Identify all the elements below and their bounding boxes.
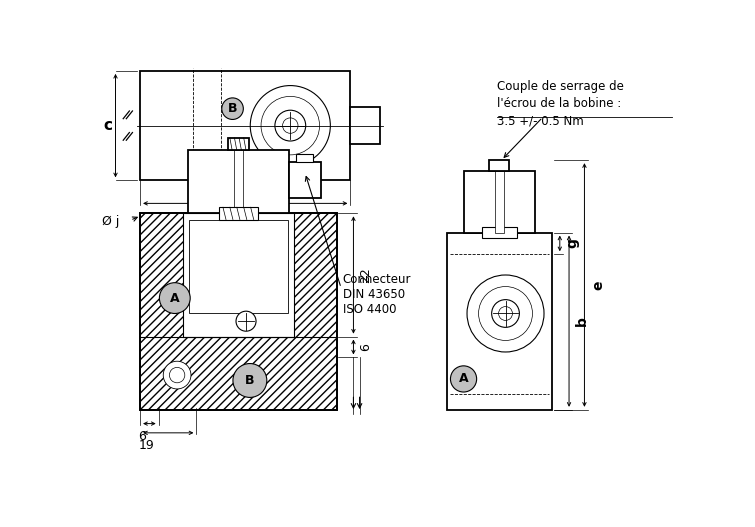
Circle shape: [222, 98, 243, 120]
Text: A: A: [170, 291, 180, 305]
Text: A: A: [459, 373, 468, 385]
Bar: [288, 162, 321, 198]
Circle shape: [233, 364, 267, 397]
Text: e: e: [591, 280, 606, 290]
Bar: [447, 232, 552, 409]
Circle shape: [451, 366, 476, 392]
Circle shape: [479, 287, 532, 340]
Bar: [219, 207, 257, 220]
Bar: [140, 71, 350, 180]
Text: g: g: [565, 239, 579, 248]
Bar: [482, 227, 517, 238]
Text: Couple de serrage de
l'écrou de la bobine :
3.5 +/- 0.5 Nm: Couple de serrage de l'écrou de la bobin…: [497, 80, 624, 127]
Text: c: c: [103, 118, 112, 133]
Text: a: a: [241, 182, 250, 197]
Text: Ø j: Ø j: [103, 214, 120, 228]
Circle shape: [498, 307, 513, 320]
Circle shape: [492, 300, 519, 327]
Bar: [495, 171, 504, 232]
Bar: [140, 213, 337, 409]
Bar: [227, 138, 249, 150]
Text: b: b: [575, 316, 589, 326]
Text: B: B: [228, 102, 237, 115]
Text: 22: 22: [359, 267, 373, 283]
Text: B: B: [245, 374, 254, 387]
Bar: [297, 154, 313, 162]
Bar: [183, 213, 294, 337]
Text: 6: 6: [139, 430, 146, 443]
Text: 19: 19: [139, 439, 154, 452]
Circle shape: [159, 282, 190, 314]
Circle shape: [163, 361, 191, 389]
Bar: [464, 171, 535, 232]
Bar: [489, 160, 510, 171]
Circle shape: [236, 311, 256, 331]
Bar: [140, 213, 337, 409]
Bar: [189, 220, 288, 314]
Circle shape: [169, 367, 185, 383]
Text: Connecteur
DIN 43650
ISO 4400: Connecteur DIN 43650 ISO 4400: [343, 273, 411, 316]
Text: h: h: [240, 172, 249, 186]
Bar: [234, 150, 243, 213]
Bar: [350, 107, 380, 144]
Text: 6: 6: [359, 343, 373, 351]
Circle shape: [467, 275, 544, 352]
Bar: [188, 150, 288, 213]
